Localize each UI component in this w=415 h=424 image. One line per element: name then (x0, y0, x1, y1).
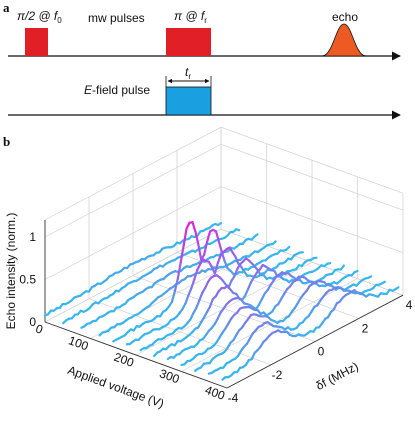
tr-label: tr (185, 65, 191, 81)
series-line-segment (216, 311, 222, 320)
series-line-segment (187, 286, 193, 297)
voltage-tick-label: 200 (112, 350, 136, 370)
series-line-segment (233, 267, 239, 278)
series-line-segment (244, 287, 250, 297)
series-line-segment (380, 280, 386, 285)
df-tick-label: -2 (272, 368, 283, 382)
grid-line-voltage (181, 176, 358, 372)
grid-line-df (176, 150, 360, 319)
series-line-segment (182, 227, 188, 247)
series-line-segment (339, 264, 345, 271)
series-line-segment (214, 230, 220, 243)
series-line-segment (197, 243, 203, 261)
series-line-segment (193, 268, 199, 281)
series-line-segment (190, 278, 196, 290)
grid-line-voltage (135, 160, 313, 356)
df-tick-label: -4 (228, 391, 239, 405)
chart-axes (44, 220, 404, 389)
chart-series (43, 221, 400, 381)
voltage-tick-label: 0 (34, 321, 45, 337)
series-line-segment (234, 255, 240, 265)
series-line-segment (394, 286, 400, 291)
series-line-segment (213, 261, 219, 275)
series-line-segment (250, 351, 256, 361)
echo-peak (321, 23, 367, 57)
series-line-segment (271, 240, 277, 246)
series-line-segment (208, 297, 214, 308)
series-line-segment (189, 312, 195, 321)
chart-grid (44, 126, 404, 389)
voltage-tick-label: 300 (158, 366, 182, 386)
series-line-segment (223, 260, 229, 270)
series-line-segment (332, 302, 338, 311)
pulse1-label: π/2 @ f0 (17, 9, 62, 25)
series-line-segment (216, 254, 222, 265)
voltage-axis-title: Applied voltage (V) (66, 363, 166, 411)
z-tick-label: 0 (29, 315, 36, 329)
z-tick-label: 0.5 (19, 273, 36, 287)
z-axis-title: Echo intensity (norm.) (4, 213, 18, 330)
panel-a-label: a (3, 0, 10, 15)
df-axis-line (226, 294, 404, 389)
pi-half-pulse (25, 28, 48, 56)
series-line-segment (367, 275, 373, 279)
series-line-segment (195, 299, 201, 310)
pi-pulse (166, 28, 211, 56)
series-line-segment (203, 240, 209, 256)
df-tick-label: 2 (362, 321, 369, 335)
efield-pulse-label: E-field pulse (84, 83, 150, 97)
series-line-segment (176, 261, 182, 280)
series-line-segment (217, 240, 223, 254)
panel-a: a π/2 @ f0 mw pulses π @ fr echo tr E-fi… (3, 0, 401, 120)
series-line-segment (353, 269, 359, 274)
voltage-axis-line (44, 321, 228, 389)
grid-line-z (44, 143, 404, 238)
series-line-segment (191, 221, 197, 233)
z-tick-label: 1 (29, 230, 36, 244)
grid-line-voltage (44, 127, 222, 323)
series-line-segment (326, 262, 332, 265)
series-line-segment (196, 262, 202, 272)
grid-line-z (44, 126, 404, 221)
df-tick-label: 4 (406, 298, 413, 312)
pulse2-label: π @ fr (174, 9, 207, 25)
series-line-segment (173, 277, 179, 293)
echo-label: echo (332, 10, 358, 24)
series-line-segment (194, 230, 200, 246)
df-axis-title: δf (MHz) (314, 359, 361, 393)
grid-line-z (44, 186, 404, 280)
panel-b: b 0 0.5 1 0 100 200 300 400 -4 -2 0 2 4 Echo intensit… (3, 126, 413, 411)
series-line-segment (235, 228, 241, 232)
series-line-segment (184, 294, 190, 305)
series-line-segment (253, 233, 259, 238)
series-line-segment (203, 280, 210, 290)
series-line-segment (216, 222, 223, 227)
series-line-segment (170, 290, 176, 304)
series-line-segment (285, 245, 291, 251)
voltage-tick-label: 400 (203, 383, 227, 403)
series-line-segment (246, 281, 253, 291)
voltage-tick-label: 100 (67, 333, 91, 353)
panel-b-label: b (3, 134, 10, 149)
series-line-segment (206, 230, 212, 243)
series-line-segment (198, 292, 204, 302)
df-tick-label: 0 (318, 345, 325, 359)
series-line-segment (179, 244, 185, 264)
mw-pulses-label: mw pulses (88, 11, 145, 25)
efield-pulse (165, 86, 212, 116)
